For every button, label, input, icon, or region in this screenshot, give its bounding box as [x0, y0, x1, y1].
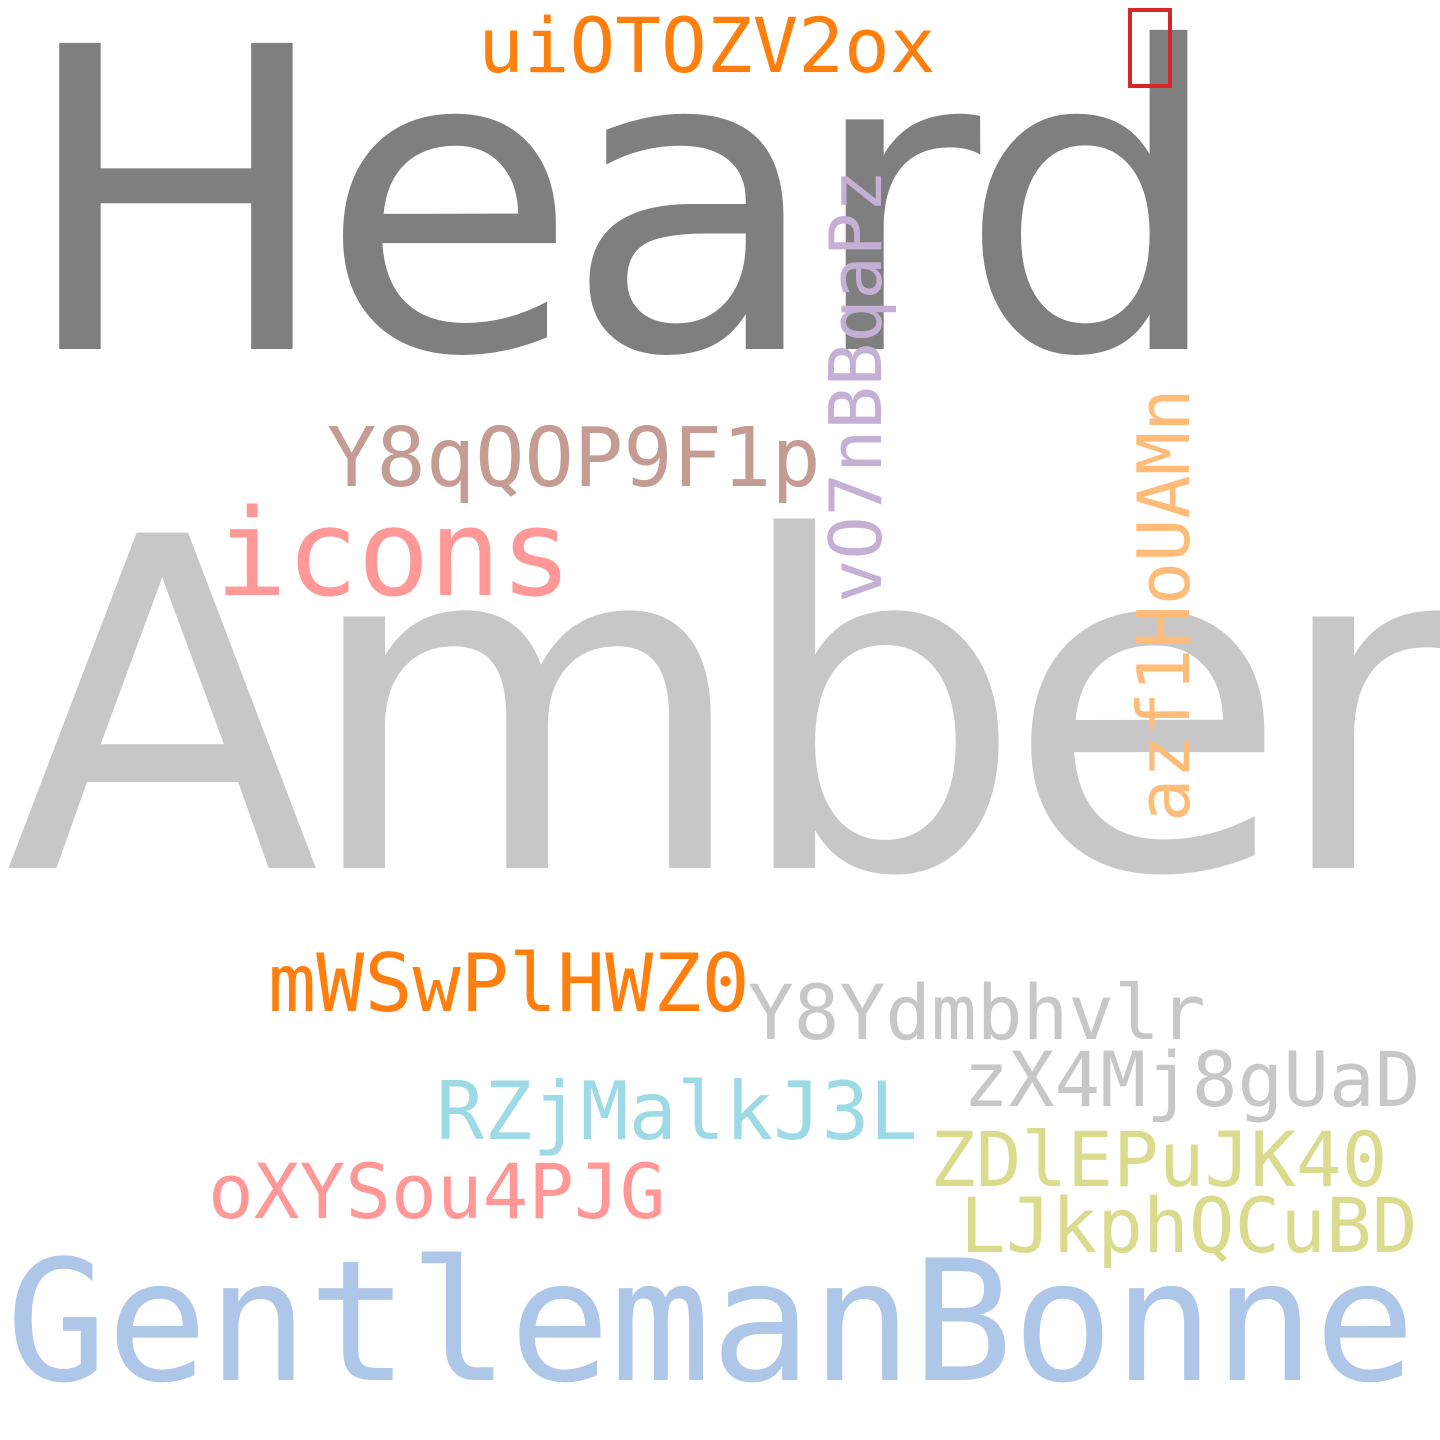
word-amber: Amber — [5, 442, 1440, 977]
word-ui: uiOTOZV2ox — [478, 1, 936, 90]
word-rzj: RZjMalkJ3L — [436, 1065, 918, 1158]
word-mws: mWSwPlHWZ0 — [268, 937, 750, 1030]
word-azf-vertical: azf1HoUAMn — [1122, 388, 1206, 822]
word-icons: icons — [215, 485, 572, 624]
word-gentlemanbonner: GentlemanBonner — [6, 1224, 1440, 1420]
word-zx4: zX4Mj8gUaD — [963, 1035, 1421, 1124]
word-zdl: ZDlEPuJK40 — [930, 1115, 1388, 1204]
word-heard: Heard — [18, 0, 1225, 449]
word-vbb-vertical: vO7nBBqaPz — [814, 169, 898, 603]
missing-glyph-box-icon — [1128, 8, 1172, 88]
word-y8q: Y8qQOP9F1p — [327, 411, 821, 506]
word-y8y: Y8Ydmbhvlr — [748, 968, 1206, 1057]
word-oxy: oXYSou4PJG — [208, 1147, 666, 1236]
word-ljk: LJkphQCuBD — [960, 1181, 1418, 1270]
